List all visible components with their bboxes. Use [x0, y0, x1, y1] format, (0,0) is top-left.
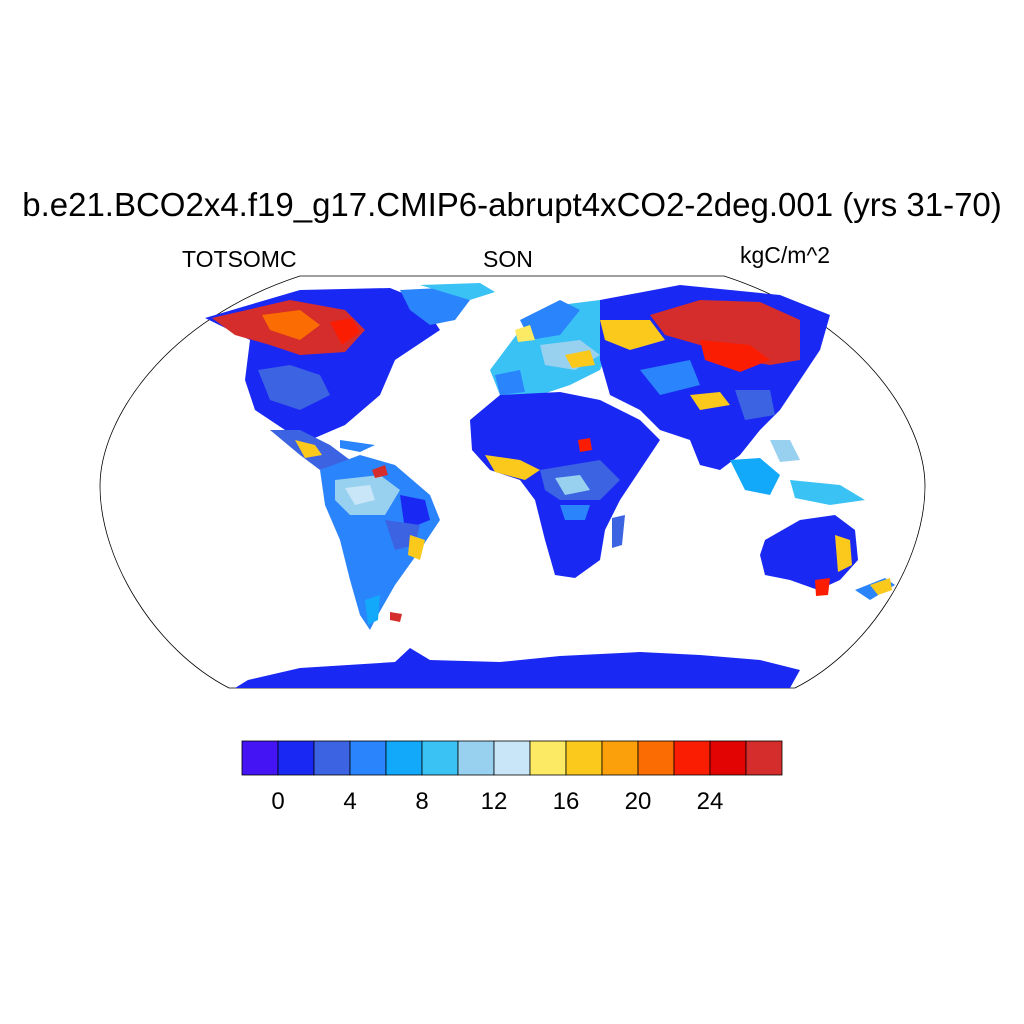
asia [600, 285, 865, 505]
colorbar-box [637, 740, 675, 776]
colorbar-box [529, 740, 567, 776]
colorbar-box [493, 740, 531, 776]
north-america [205, 283, 495, 470]
colorbar-tick-label: 20 [624, 788, 652, 815]
colorbar-box [313, 740, 351, 776]
colorbar-tick-label: 8 [415, 788, 429, 815]
plot-title: b.e21.BCO2x4.f19_g17.CMIP6-abrupt4xCO2-2… [22, 186, 1002, 223]
colorbar-box [565, 740, 603, 776]
colorbar-box [241, 740, 279, 776]
colorbar-box [349, 740, 387, 776]
colorbar [241, 740, 783, 776]
colorbar-tick-label: 16 [552, 788, 580, 815]
africa [470, 392, 660, 578]
colorbar-box [421, 740, 459, 776]
season-label: SON [483, 246, 533, 272]
colorbar-box [457, 740, 495, 776]
antarctica [235, 648, 800, 688]
variable-label: TOTSOMC [182, 246, 297, 272]
europe [490, 300, 620, 395]
colorbar-tick-label: 4 [343, 788, 357, 815]
colorbar-tick-label: 24 [696, 788, 724, 815]
australia [760, 515, 895, 600]
colorbar-tick-label: 0 [271, 788, 285, 815]
colorbar-box [277, 740, 315, 776]
south-america [320, 455, 440, 630]
colorbar-box [745, 740, 783, 776]
colorbar-box [601, 740, 639, 776]
colorbar-box [709, 740, 747, 776]
units-label: kgC/m^2 [740, 242, 831, 268]
colorbar-box [673, 740, 711, 776]
colorbar-box [385, 740, 423, 776]
colorbar-tick-label: 12 [480, 788, 508, 815]
